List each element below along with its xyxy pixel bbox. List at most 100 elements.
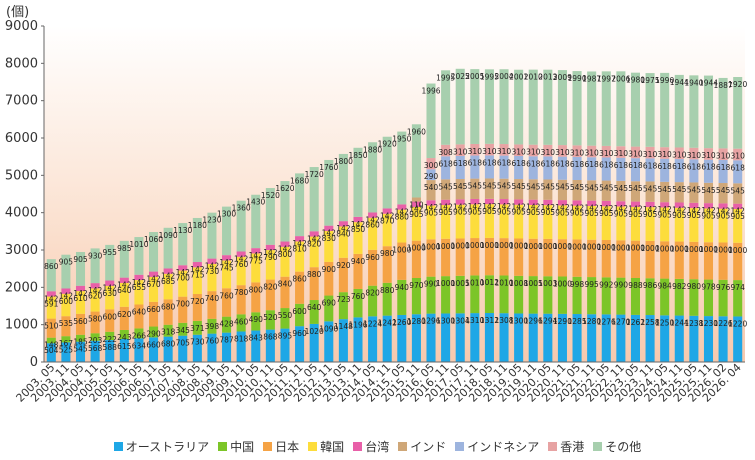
data-label-korea: 820: [307, 240, 322, 249]
data-label-china: 1005: [451, 279, 470, 288]
data-label-korea: 730: [205, 267, 220, 276]
bar-segment-taiwan: [528, 199, 538, 205]
legend-swatch: [308, 442, 318, 451]
bar-segment-australia: [75, 341, 86, 362]
bar-segment-indonesia: [572, 156, 582, 180]
data-label-taiwan: 142: [307, 234, 322, 243]
bar-segment-japan: [46, 318, 56, 338]
data-label-korea: 591: [44, 300, 59, 309]
bar-segment-indonesia: [543, 156, 553, 180]
bar-segment-japan: [616, 240, 626, 278]
data-label-japan: 1000: [611, 243, 630, 252]
bar-segment-indonesia: [499, 155, 509, 179]
data-label-other: 1430: [246, 198, 265, 207]
bar-segment-korea: [163, 273, 173, 300]
data-label-china: 148: [44, 341, 59, 350]
data-label-korea: 850: [351, 225, 366, 234]
bar-segment-taiwan: [163, 268, 173, 274]
bar-segment-korea: [660, 207, 670, 242]
data-label-other: 985: [117, 244, 132, 253]
data-label-china: 1003: [538, 279, 557, 288]
data-label-japan: 940: [351, 257, 366, 266]
bar-segment-australia: [90, 340, 100, 362]
bar-segment-taiwan: [75, 285, 86, 292]
data-label-taiwan: 142: [292, 239, 307, 248]
data-label-taiwan: 142: [438, 203, 453, 212]
data-label-taiwan: 142: [365, 215, 380, 224]
bar-segment-taiwan: [733, 203, 743, 209]
data-label-japan: 960: [365, 253, 380, 262]
bar-segment-hongkong: [645, 146, 655, 159]
bar-segment-australia: [368, 316, 378, 362]
data-label-hongkong: 310: [731, 152, 746, 161]
data-label-australia: 960: [292, 329, 307, 338]
data-label-taiwan: 142: [380, 211, 395, 220]
bar-segment-hongkong: [733, 148, 743, 161]
bar-segment-korea: [587, 205, 597, 240]
bar-segment-india: [441, 179, 451, 200]
bar-segment-china: [61, 336, 71, 343]
bar-segment-japan: [61, 316, 71, 337]
data-label-japan: 1000: [538, 242, 557, 251]
legend-item-japan: 日本: [263, 438, 299, 455]
bar-segment-other: [353, 147, 363, 217]
data-label-other: 2005: [465, 72, 484, 81]
bar-segment-korea: [528, 204, 538, 239]
data-label-other: 1997: [597, 74, 616, 83]
bar-segment-korea: [149, 276, 159, 302]
bar-segment-australia: [309, 323, 319, 362]
bar-segment-korea: [280, 246, 290, 277]
data-label-other: 1944: [670, 78, 689, 87]
bar-segment-other: [630, 72, 640, 147]
bar-segment-korea: [178, 270, 188, 297]
bar-segment-other: [470, 69, 480, 144]
bar-segment-taiwan: [265, 244, 275, 251]
bar-segment-china: [528, 276, 538, 314]
bar-segment-japan: [499, 238, 509, 276]
data-label-korea: 775: [249, 256, 264, 265]
data-label-japan: 660: [146, 305, 161, 314]
bar-segment-china: [455, 275, 465, 314]
bar-segment-hongkong: [557, 145, 567, 157]
data-label-taiwan: 142: [351, 220, 366, 229]
y-tick-label: 1000: [5, 318, 38, 333]
bar-segment-china: [733, 280, 743, 317]
bar-segment-china: [119, 329, 129, 340]
data-label-hongkong: 310: [643, 150, 658, 159]
bar-segment-china: [251, 312, 261, 331]
bar-segment-taiwan: [192, 262, 202, 268]
bar-segment-japan: [528, 238, 538, 277]
data-label-australia: 843: [249, 334, 264, 343]
data-label-japan: 1000: [655, 244, 674, 253]
bar-segment-indonesia: [601, 157, 611, 181]
data-label-australia: 1276: [597, 317, 616, 326]
data-label-australia: 1310: [465, 316, 484, 325]
bar-segment-china: [309, 300, 319, 324]
data-label-australia: 705: [176, 339, 191, 348]
bar-segment-other: [236, 200, 246, 252]
data-label-australia: 1250: [655, 318, 674, 327]
bar-segment-japan: [718, 242, 728, 280]
data-label-japan: 720: [190, 297, 205, 306]
bar-segment-indonesia: [674, 159, 684, 183]
y-tick-label: 3000: [5, 243, 38, 258]
bar-segment-japan: [484, 237, 494, 276]
data-label-china: 1012: [480, 278, 499, 287]
bar-segment-india: [528, 179, 538, 200]
bar-segment-india: [689, 182, 699, 203]
bar-segment-korea: [426, 205, 436, 240]
bar-segment-other: [499, 69, 509, 145]
bar-segment-japan: [149, 301, 159, 327]
data-label-other: 2013: [538, 73, 557, 82]
bar-segment-indonesia: [718, 159, 728, 184]
data-label-australia: 868: [263, 333, 278, 342]
data-label-korea: 905: [599, 209, 614, 218]
data-label-japan: 1000: [626, 244, 645, 253]
data-label-hongkong: 310: [541, 148, 556, 157]
bar-segment-china: [353, 288, 363, 318]
bar-segment-korea: [265, 250, 275, 280]
data-label-japan: 1000: [568, 242, 587, 251]
data-label-indonesia: 618: [511, 159, 526, 168]
bar-segment-taiwan: [309, 231, 319, 237]
